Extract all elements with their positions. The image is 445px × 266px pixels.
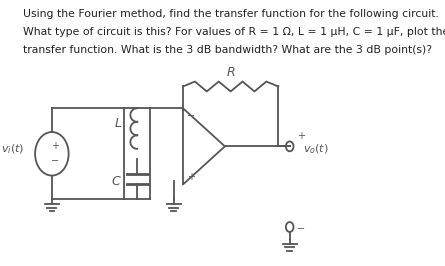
Text: +: +: [51, 141, 59, 151]
Text: +: +: [297, 131, 305, 142]
Text: transfer function. What is the 3 dB bandwidth? What are the 3 dB point(s)?: transfer function. What is the 3 dB band…: [23, 45, 432, 55]
Text: −: −: [187, 111, 195, 121]
Text: C: C: [112, 175, 120, 188]
Text: R: R: [227, 66, 235, 79]
Text: Using the Fourier method, find the transfer function for the following circuit.: Using the Fourier method, find the trans…: [23, 9, 439, 19]
Text: +: +: [187, 172, 195, 181]
Text: $v_i(t)$: $v_i(t)$: [1, 142, 24, 156]
Text: −: −: [51, 156, 59, 167]
Text: L: L: [115, 117, 121, 130]
Text: What type of circuit is this? For values of R = 1 Ω, L = 1 μH, C = 1 μF, plot th: What type of circuit is this? For values…: [23, 27, 445, 37]
Text: $v_o(t)$: $v_o(t)$: [303, 143, 329, 156]
Text: −: −: [297, 224, 305, 234]
